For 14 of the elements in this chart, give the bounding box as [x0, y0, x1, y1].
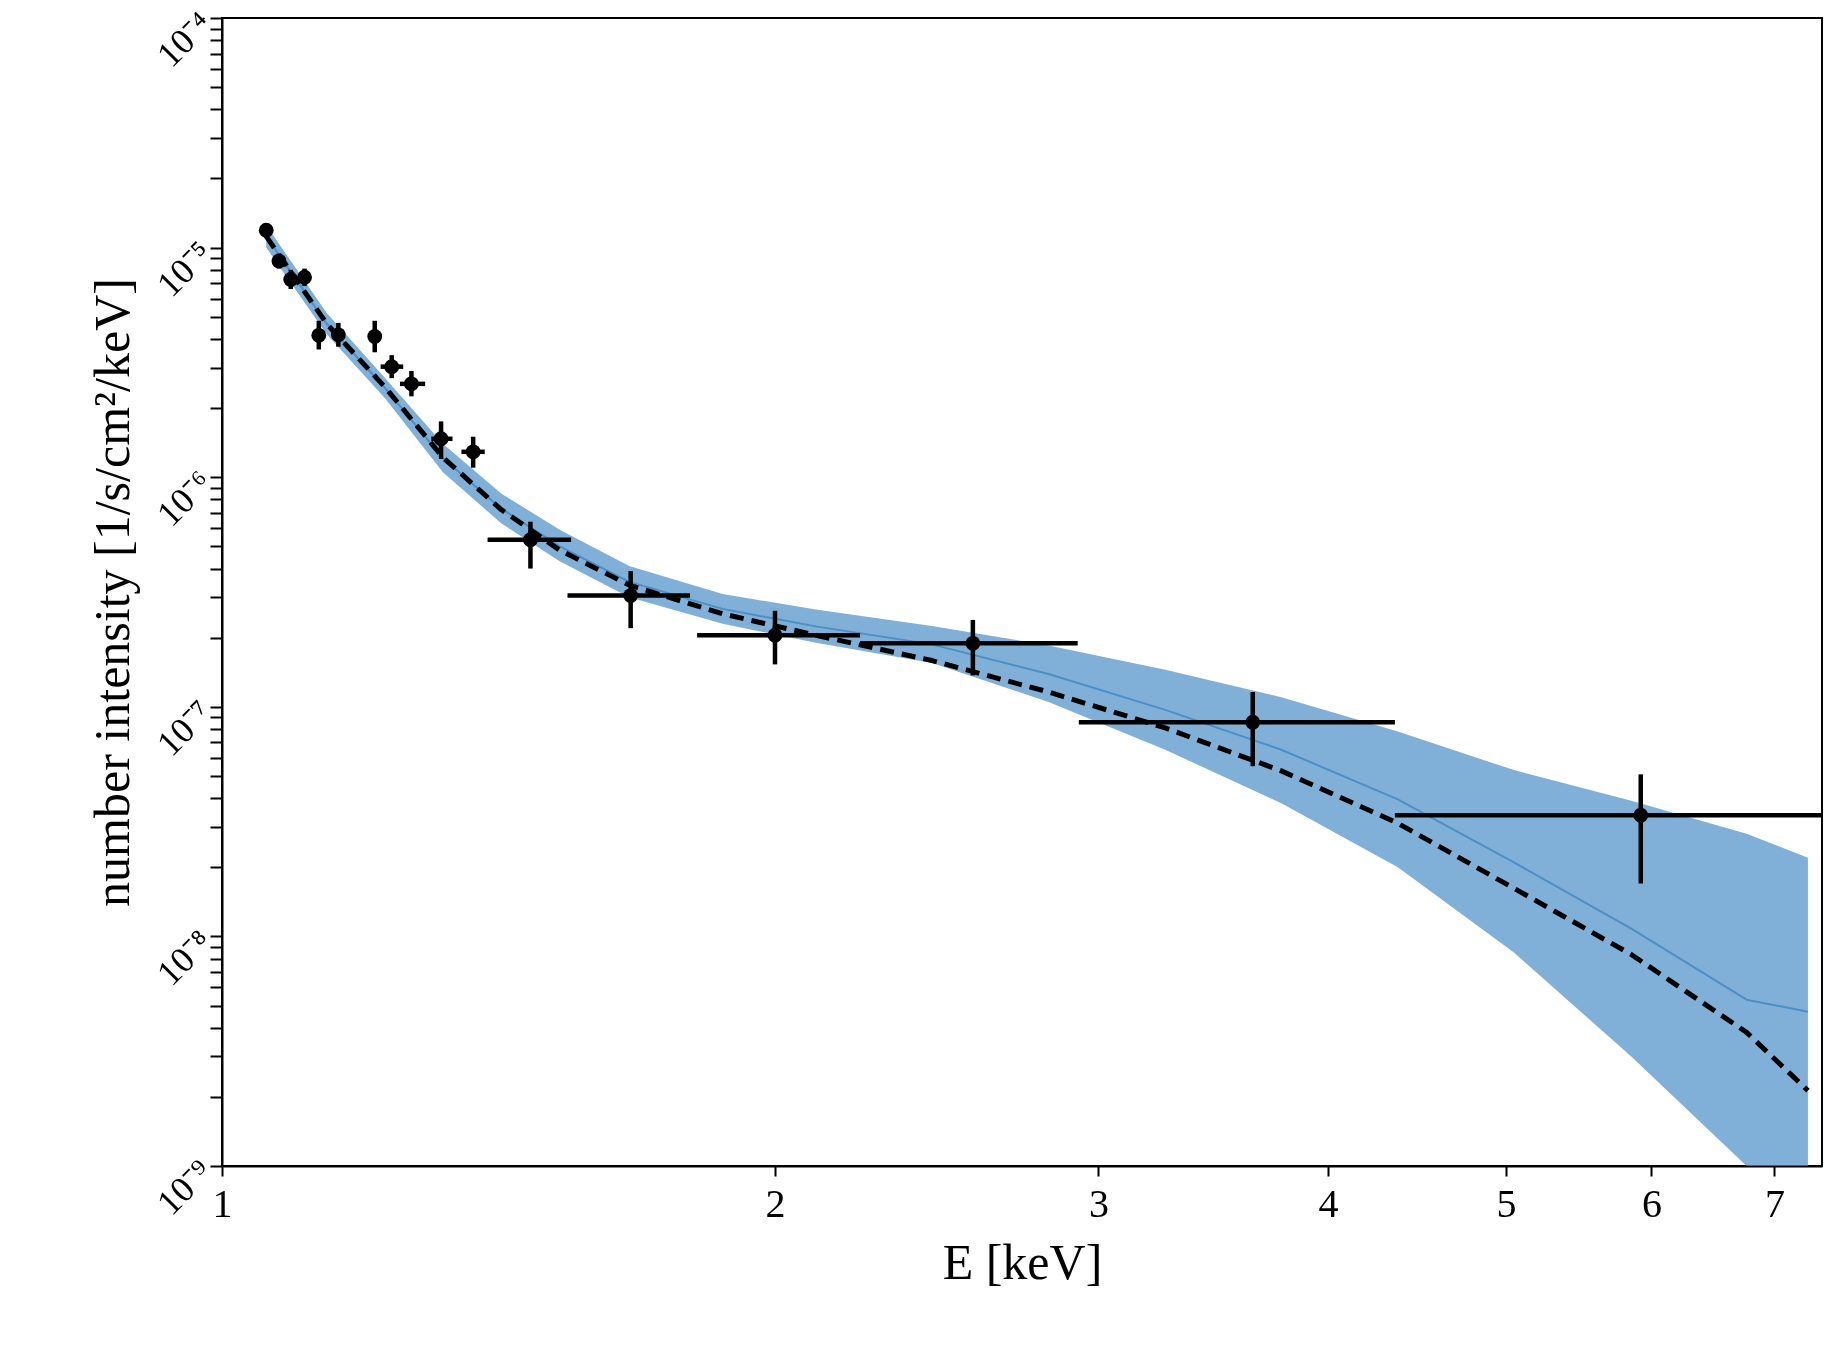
x-tick-label: 4: [1318, 1180, 1339, 1226]
x-tick-label: 6: [1641, 1180, 1662, 1226]
y-tick-label: 10⁻⁸: [148, 922, 220, 994]
x-tick-label: 3: [1088, 1180, 1109, 1226]
y-tick-label: 10⁻⁵: [148, 233, 220, 305]
y-axis-title: number intensity [1/s/cm²/keV]: [83, 278, 140, 907]
x-tick-label: 2: [765, 1180, 786, 1226]
x-tick-label: 1: [212, 1180, 233, 1226]
y-tick-label: 10⁻⁴: [148, 3, 220, 75]
x-tick-label: 7: [1764, 1180, 1785, 1226]
x-tick-label: 5: [1496, 1180, 1517, 1226]
y-tick-label: 10⁻⁷: [148, 692, 220, 764]
y-tick-label: 10⁻⁶: [148, 462, 220, 534]
x-axis-title: E [keV]: [942, 1233, 1103, 1290]
